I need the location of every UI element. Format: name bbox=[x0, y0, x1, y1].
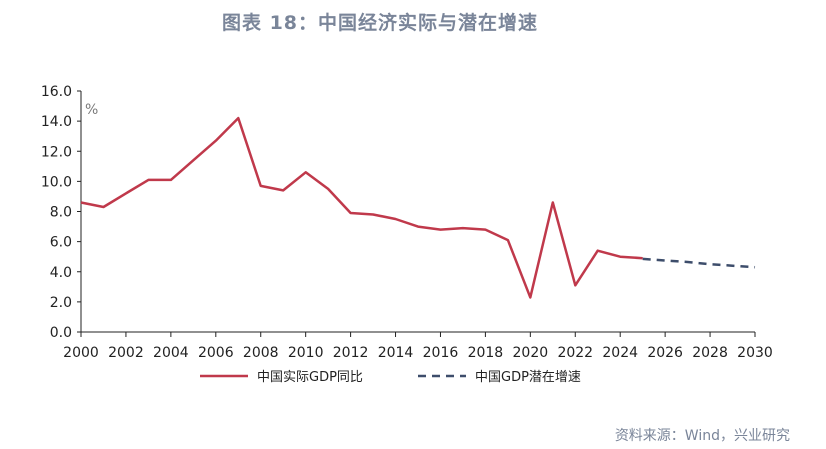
x-tick-label: 2008 bbox=[243, 345, 279, 361]
series-actual-gdp-line bbox=[80, 116, 643, 299]
legend-label-actual: 中国实际GDP同比 bbox=[257, 370, 363, 385]
source-note: 资料来源：Wind，兴业研究 bbox=[614, 428, 790, 444]
x-tick-label: 2018 bbox=[468, 345, 504, 361]
y-tick-label: 0.0 bbox=[50, 325, 72, 341]
chart-title: 图表 18：中国经济实际与潜在增速 bbox=[221, 12, 539, 34]
legend-label-potential: 中国GDP潜在增速 bbox=[475, 370, 581, 385]
unit-label: % bbox=[85, 102, 98, 118]
x-tick-label: 2028 bbox=[692, 345, 728, 361]
x-tick-label: 2030 bbox=[737, 345, 773, 361]
x-tick-label: 2022 bbox=[557, 345, 593, 361]
x-tick-label: 2006 bbox=[198, 345, 234, 361]
x-tick-label: 2002 bbox=[108, 345, 144, 361]
x-tick-label: 2000 bbox=[63, 345, 99, 361]
x-tick-label: 2014 bbox=[378, 345, 414, 361]
x-tick-label: 2020 bbox=[513, 345, 549, 361]
y-tick-label: 8.0 bbox=[50, 205, 72, 221]
x-tick-label: 2024 bbox=[602, 345, 638, 361]
y-tick-label: 10.0 bbox=[41, 174, 72, 190]
series-lines bbox=[80, 116, 756, 299]
x-tick-label: 2026 bbox=[647, 345, 683, 361]
x-tick-label: 2004 bbox=[153, 345, 189, 361]
axes: 0.0 2.0 4.0 6.0 8.0 10.0 12.0 14.0 16.0 2000 2002 2… bbox=[41, 84, 773, 361]
y-tick-label: 6.0 bbox=[50, 235, 72, 251]
legend: 中国实际GDP同比 中国GDP潜在增速 bbox=[200, 370, 581, 385]
y-tick-label: 12.0 bbox=[41, 144, 72, 160]
x-tick-label: 2010 bbox=[288, 345, 324, 361]
x-tick-label: 2016 bbox=[423, 345, 459, 361]
y-tick-label: 2.0 bbox=[50, 295, 72, 311]
y-tick-label: 4.0 bbox=[50, 265, 72, 281]
x-tick-label: 2012 bbox=[333, 345, 369, 361]
y-tick-label: 16.0 bbox=[41, 84, 72, 100]
series-potential-gdp-line bbox=[642, 257, 756, 269]
y-tick-label: 14.0 bbox=[41, 114, 72, 130]
